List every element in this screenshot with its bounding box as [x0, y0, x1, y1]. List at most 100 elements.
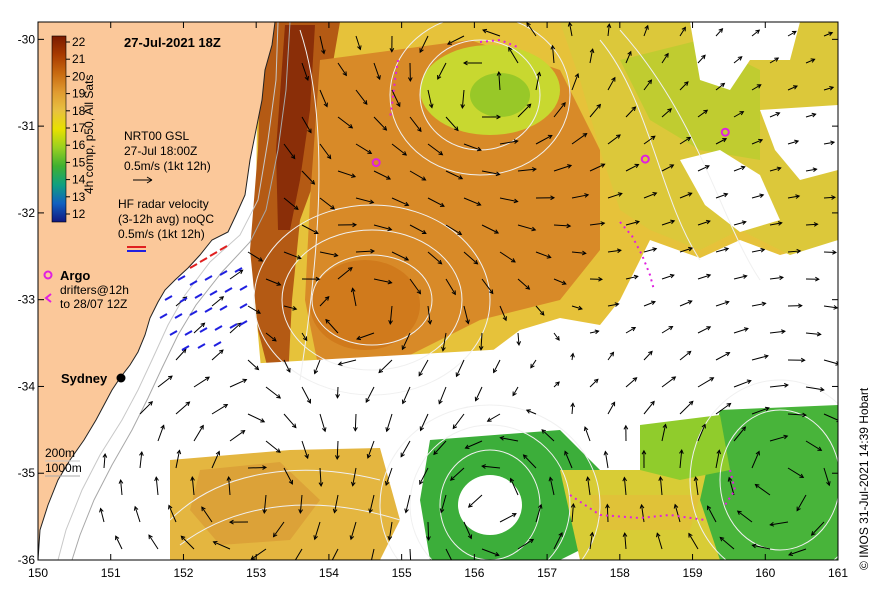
velocity-arrow	[356, 332, 375, 340]
velocity-arrow	[481, 548, 500, 556]
velocity-arrow	[211, 404, 228, 415]
velocity-arrow	[625, 51, 632, 64]
velocity-arrow	[697, 326, 711, 334]
velocity-arrow	[728, 477, 735, 496]
velocity-arrow	[805, 386, 824, 391]
depth-legend-200m: 200m	[45, 446, 75, 460]
velocity-arrow	[661, 326, 673, 334]
colorbar	[51, 35, 67, 223]
colorbar-tick-label: 19	[72, 87, 86, 101]
velocity-arrow	[283, 467, 293, 485]
velocity-arrow	[805, 113, 816, 118]
hf-radar-arrow	[181, 345, 190, 351]
velocity-arrow	[319, 467, 322, 486]
colorbar-label: 4h comp, p50, All Sats	[82, 75, 96, 194]
velocity-arrow	[715, 248, 729, 253]
velocity-arrow	[571, 504, 574, 523]
hf-radar-arrow	[224, 287, 233, 293]
hf-radar-arrow	[219, 270, 228, 276]
velocity-arrow	[769, 276, 784, 280]
velocity-arrow	[120, 479, 123, 496]
velocity-arrow	[301, 440, 309, 459]
lat-tick-label: -31	[18, 119, 36, 133]
velocity-arrow	[751, 302, 766, 307]
velocity-arrow	[365, 386, 375, 403]
lon-tick-label: 151	[101, 566, 121, 580]
velocity-arrow	[499, 140, 518, 145]
velocity-arrow	[553, 381, 560, 388]
velocity-arrow	[568, 22, 573, 37]
velocity-arrow	[247, 251, 263, 262]
velocity-arrow	[175, 450, 180, 469]
velocity-arrow	[447, 35, 465, 45]
velocity-arrow	[294, 548, 303, 560]
velocity-arrow	[373, 116, 387, 131]
lon-tick-label: 158	[610, 566, 630, 580]
velocity-arrow	[352, 288, 357, 307]
velocity-arrow	[405, 494, 411, 513]
velocity-arrow	[461, 89, 465, 108]
lon-tick-label: 156	[464, 566, 484, 580]
velocity-arrow	[787, 85, 798, 91]
velocity-arrow	[823, 141, 835, 145]
velocity-arrow	[607, 303, 619, 307]
velocity-arrow	[175, 348, 187, 361]
hf-radar-arrow	[209, 290, 218, 296]
velocity-arrow	[679, 300, 692, 307]
velocity-arrow	[625, 377, 637, 388]
velocity-arrow	[229, 430, 245, 442]
velocity-arrow	[625, 327, 636, 334]
velocity-arrow	[823, 305, 838, 309]
hf-radar-arrow	[164, 295, 173, 301]
velocity-arrow	[715, 138, 727, 145]
lon-tick-label: 160	[755, 566, 775, 580]
velocity-arrow	[229, 269, 243, 280]
velocity-arrow	[553, 278, 567, 285]
velocity-arrow	[427, 251, 442, 265]
velocity-arrow	[571, 133, 587, 145]
velocity-arrow	[607, 134, 621, 145]
velocity-arrow	[201, 506, 213, 523]
velocity-arrow	[733, 111, 744, 118]
velocity-arrow	[733, 166, 745, 172]
sst-eddy-core	[310, 260, 420, 350]
velocity-arrow	[100, 508, 105, 523]
velocity-arrow	[445, 224, 462, 235]
hf-radar-arrow	[189, 310, 198, 316]
lon-tick-label: 150	[28, 566, 48, 580]
hf-radar-arrow	[174, 313, 183, 319]
hf-radar-arrow	[199, 257, 208, 263]
velocity-arrow	[643, 401, 655, 415]
argo-float-marker	[640, 154, 650, 164]
velocity-arrow	[369, 494, 375, 513]
velocity-arrow	[517, 332, 520, 345]
velocity-arrow	[445, 548, 453, 560]
colorbar-tick-label: 17	[72, 121, 86, 135]
velocity-arrow	[530, 359, 537, 369]
velocity-arrow	[373, 170, 391, 180]
velocity-arrow	[823, 86, 834, 91]
velocity-arrow	[769, 330, 785, 334]
velocity-arrow	[481, 170, 500, 175]
velocity-arrow	[643, 25, 649, 37]
velocity-arrow	[517, 224, 536, 231]
velocity-arrow	[247, 305, 261, 314]
velocity-arrow	[265, 440, 281, 453]
cloud-gap-central	[140, 330, 838, 450]
nrt-legend-line3: 0.5m/s (1kt 12h)	[124, 159, 211, 173]
nrt-legend-line2: 27-Jul 18:00Z	[124, 144, 197, 158]
velocity-arrow	[571, 353, 574, 361]
velocity-arrow	[787, 413, 806, 416]
velocity-arrow	[643, 351, 653, 361]
argo-float-marker	[720, 127, 730, 137]
velocity-arrow	[319, 251, 338, 257]
velocity-arrow	[419, 35, 429, 53]
velocity-arrow	[769, 167, 781, 172]
lon-tick-label: 157	[537, 566, 557, 580]
velocity-arrow	[679, 81, 689, 91]
velocity-arrow	[679, 401, 694, 415]
velocity-arrow	[155, 477, 159, 496]
velocity-arrow	[607, 402, 616, 415]
hf-radar-arrow	[194, 293, 203, 299]
velocity-arrow	[445, 170, 463, 180]
